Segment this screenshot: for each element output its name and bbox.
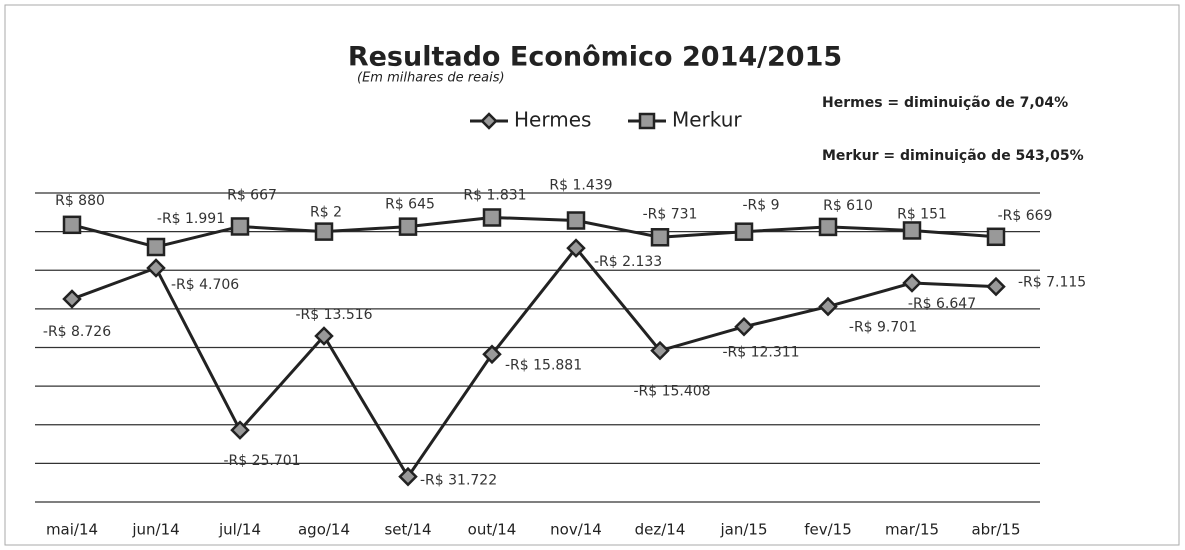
frame: [4, 4, 1180, 546]
point: [482, 344, 502, 365]
data-label: -R$ 31.722: [420, 473, 497, 489]
data-label: -R$ 13.516: [295, 307, 372, 323]
data-label: -R$ 8.726: [43, 324, 111, 340]
x-tick-label: fev/15: [804, 521, 852, 539]
legend-label: Merkur: [672, 108, 742, 132]
point: [62, 215, 82, 235]
data-label: -R$ 12.311: [722, 345, 799, 361]
point: [818, 217, 838, 237]
x-tick-label: jun/14: [131, 521, 179, 539]
point: [566, 238, 586, 258]
x-tick-label: jul/14: [218, 521, 261, 539]
point: [398, 217, 418, 236]
chart-subtitle: (Em milhares de reais): [357, 71, 505, 86]
point: [818, 296, 838, 317]
point: [230, 217, 250, 236]
data-label: -R$ 9.701: [849, 320, 917, 336]
data-label: R$ 880: [55, 193, 105, 209]
point: [734, 222, 754, 241]
data-label: R$ 1.831: [463, 187, 526, 203]
data-label: -R$ 9: [742, 198, 779, 214]
data-label: R$ 667: [227, 187, 277, 203]
series-line: [71, 245, 997, 480]
data-label: -R$ 15.881: [505, 357, 582, 373]
data-label: -R$ 7.115: [1018, 275, 1086, 291]
point: [734, 316, 754, 337]
point: [314, 222, 334, 241]
x-tick-label: mai/14: [46, 521, 98, 539]
point: [146, 237, 166, 257]
x-tick-label: mar/15: [885, 521, 939, 539]
data-label: -R$ 2.133: [594, 254, 662, 270]
point: [566, 211, 586, 230]
data-label: -R$ 6.647: [908, 296, 976, 312]
data-label: R$ 1.439: [549, 178, 612, 194]
data-label: -R$ 731: [643, 206, 698, 222]
annotation: Hermes = diminuição de 7,04%: [822, 95, 1068, 111]
point: [650, 340, 670, 361]
legend-marker: [638, 112, 656, 130]
legend-marker: [480, 112, 498, 130]
data-label: -R$ 1.991: [157, 211, 225, 227]
data-label: R$ 151: [897, 206, 947, 222]
annotation: Merkur = diminuição de 543,05%: [822, 148, 1084, 164]
point: [482, 208, 502, 227]
point: [986, 227, 1006, 247]
x-tick-label: out/14: [468, 521, 517, 539]
point: [650, 228, 670, 247]
point: [902, 221, 922, 240]
point: [398, 466, 418, 487]
series-line: [71, 215, 997, 249]
point: [314, 326, 334, 346]
point: [230, 420, 250, 440]
point: [902, 273, 922, 293]
point: [986, 276, 1006, 297]
data-label: -R$ 4.706: [171, 277, 239, 293]
x-tick-label: jan/15: [719, 521, 767, 539]
legend-label: Hermes: [514, 108, 591, 132]
data-label: R$ 610: [823, 198, 873, 214]
x-tick-label: set/14: [384, 521, 431, 539]
data-label: -R$ 15.408: [633, 384, 710, 400]
x-tick-label: ago/14: [298, 521, 350, 539]
point: [62, 289, 82, 309]
data-label: R$ 645: [385, 197, 435, 213]
data-label: R$ 2: [310, 205, 342, 221]
x-tick-label: abr/15: [971, 521, 1020, 539]
data-label: -R$ 25.701: [223, 453, 300, 469]
chart-title: Resultado Econômico 2014/2015: [348, 42, 842, 73]
x-tick-label: nov/14: [550, 521, 602, 539]
point: [146, 258, 166, 278]
data-label: -R$ 669: [998, 208, 1053, 224]
x-tick-label: dez/14: [635, 521, 686, 539]
